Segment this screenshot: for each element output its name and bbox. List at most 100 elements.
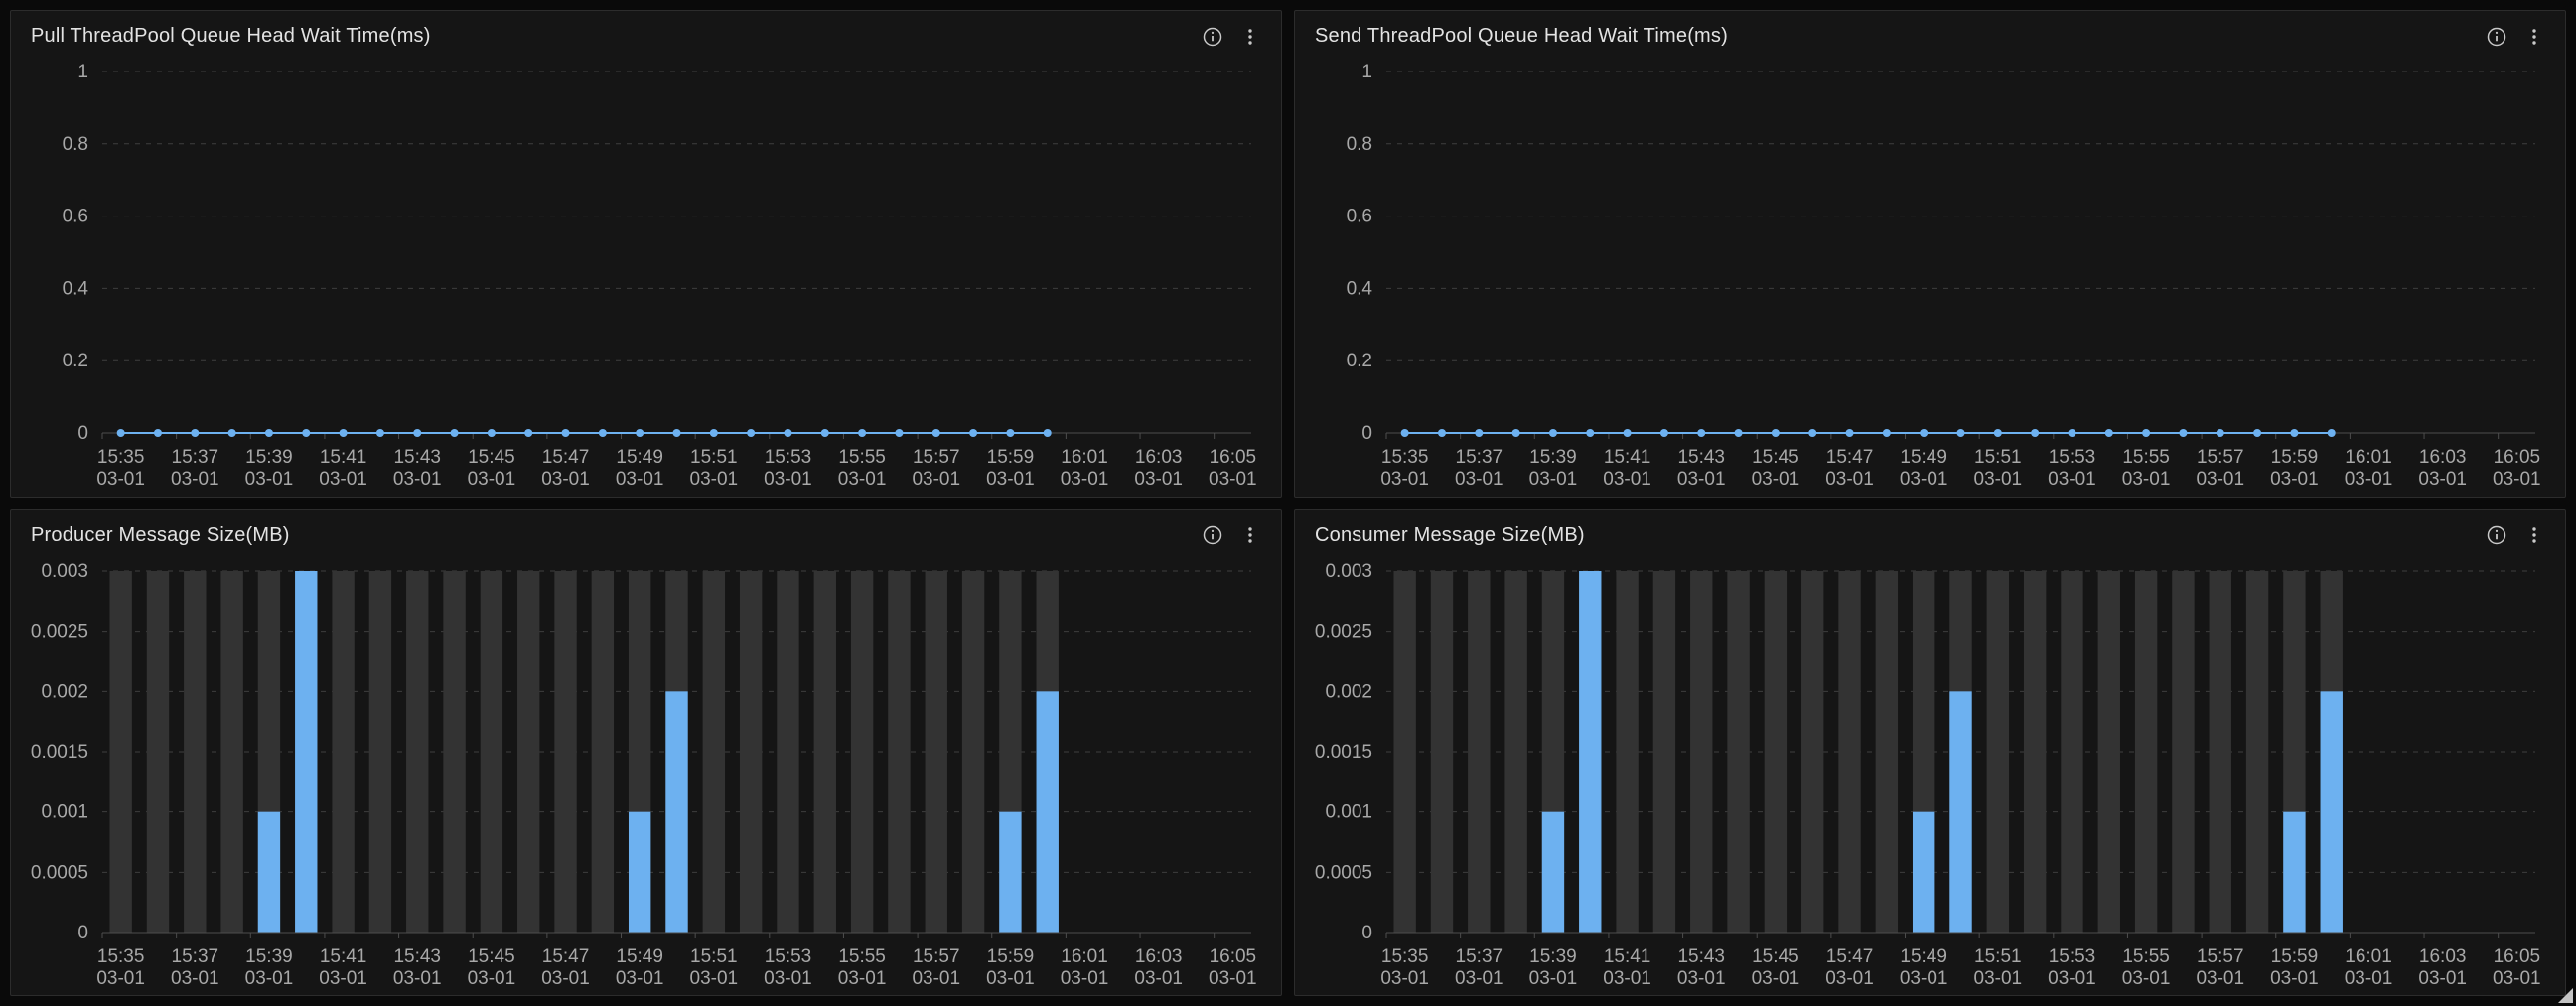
svg-text:03-01: 03-01 <box>1209 968 1257 989</box>
svg-text:03-01: 03-01 <box>1603 469 1651 490</box>
svg-text:03-01: 03-01 <box>986 968 1035 989</box>
svg-text:03-01: 03-01 <box>2048 469 2096 490</box>
panel-header: Producer Message Size(MB) <box>11 510 1281 549</box>
svg-text:15:35: 15:35 <box>97 447 145 468</box>
send-threadpool-wait-time-line-chart[interactable]: 0 0.2 0.4 0.6 0.8 1 15:35 03-01 15:37 03-01 15:39 0… <box>1295 50 2565 497</box>
svg-text:03-01: 03-01 <box>1677 968 1726 989</box>
svg-text:15:49: 15:49 <box>616 946 663 967</box>
producer-message-size-bar-chart[interactable]: 0 0.0005 0.001 0.0015 0.002 0.0025 0.003 15:35 0… <box>11 549 1281 996</box>
svg-text:15:45: 15:45 <box>468 447 515 468</box>
svg-text:03-01: 03-01 <box>764 469 812 490</box>
svg-text:1: 1 <box>77 62 88 82</box>
svg-text:0.4: 0.4 <box>63 278 89 299</box>
svg-text:15:43: 15:43 <box>393 946 441 967</box>
info-icon[interactable] <box>1202 26 1223 48</box>
svg-text:15:39: 15:39 <box>245 946 293 967</box>
svg-text:03-01: 03-01 <box>1900 469 1948 490</box>
svg-text:0: 0 <box>1361 423 1372 444</box>
pull-threadpool-wait-time-line-chart[interactable]: 0 0.2 0.4 0.6 0.8 1 15:35 03-01 15:37 03-01 15:39 0… <box>11 50 1281 497</box>
svg-text:0.6: 0.6 <box>1347 207 1372 227</box>
svg-text:16:05: 16:05 <box>1210 946 1257 967</box>
svg-text:03-01: 03-01 <box>1061 968 1109 989</box>
svg-text:0.0005: 0.0005 <box>1315 862 1372 883</box>
svg-text:03-01: 03-01 <box>912 469 960 490</box>
svg-text:15:43: 15:43 <box>1677 946 1725 967</box>
kebab-menu-icon[interactable] <box>1239 524 1261 546</box>
svg-text:0.002: 0.002 <box>1325 681 1372 702</box>
svg-text:16:03: 16:03 <box>1135 447 1183 468</box>
svg-text:03-01: 03-01 <box>1752 968 1800 989</box>
svg-text:03-01: 03-01 <box>2418 968 2467 989</box>
panel-actions <box>2486 26 2545 48</box>
panel-title: Producer Message Size(MB) <box>31 523 290 546</box>
panel-actions <box>2486 524 2545 546</box>
svg-text:03-01: 03-01 <box>1974 968 2023 989</box>
svg-text:03-01: 03-01 <box>319 968 367 989</box>
panel-header: Pull ThreadPool Queue Head Wait Time(ms) <box>11 11 1281 50</box>
svg-text:03-01: 03-01 <box>171 968 219 989</box>
svg-text:03-01: 03-01 <box>541 968 590 989</box>
svg-text:03-01: 03-01 <box>171 469 219 490</box>
svg-text:0.0025: 0.0025 <box>1315 621 1372 642</box>
svg-text:0.003: 0.003 <box>41 561 88 582</box>
svg-text:15:35: 15:35 <box>1381 447 1429 468</box>
svg-text:15:59: 15:59 <box>987 946 1035 967</box>
svg-text:0.4: 0.4 <box>1347 278 1373 299</box>
svg-text:16:01: 16:01 <box>1061 447 1108 468</box>
svg-text:15:53: 15:53 <box>2049 946 2096 967</box>
svg-text:03-01: 03-01 <box>2048 968 2096 989</box>
svg-text:03-01: 03-01 <box>986 469 1035 490</box>
panel-title: Send ThreadPool Queue Head Wait Time(ms) <box>1315 25 1728 47</box>
svg-text:15:51: 15:51 <box>1974 447 2022 468</box>
kebab-menu-icon[interactable] <box>2523 524 2545 546</box>
svg-text:15:45: 15:45 <box>468 946 515 967</box>
svg-text:16:01: 16:01 <box>1061 946 1108 967</box>
svg-text:03-01: 03-01 <box>541 469 590 490</box>
kebab-menu-icon[interactable] <box>1239 26 1261 48</box>
svg-text:03-01: 03-01 <box>838 968 887 989</box>
info-icon[interactable] <box>2486 26 2507 48</box>
panel-actions <box>1202 524 1261 546</box>
svg-text:15:49: 15:49 <box>1900 946 1947 967</box>
svg-text:03-01: 03-01 <box>468 968 516 989</box>
svg-text:15:55: 15:55 <box>838 946 886 967</box>
svg-text:15:45: 15:45 <box>1752 946 1799 967</box>
svg-text:03-01: 03-01 <box>2493 968 2541 989</box>
svg-text:03-01: 03-01 <box>764 968 812 989</box>
svg-text:03-01: 03-01 <box>468 469 516 490</box>
svg-text:16:03: 16:03 <box>2419 946 2467 967</box>
svg-text:16:03: 16:03 <box>2419 447 2467 468</box>
svg-text:15:59: 15:59 <box>2271 946 2319 967</box>
svg-text:0.003: 0.003 <box>1325 561 1372 582</box>
svg-text:03-01: 03-01 <box>1825 469 1874 490</box>
svg-text:03-01: 03-01 <box>2196 968 2244 989</box>
svg-text:0.2: 0.2 <box>63 351 88 371</box>
svg-text:03-01: 03-01 <box>912 968 960 989</box>
svg-text:0.001: 0.001 <box>41 801 88 822</box>
svg-text:03-01: 03-01 <box>616 469 664 490</box>
panel-producer-message-size: Producer Message Size(MB) 0 0.0005 0.001 0.… <box>10 508 1282 996</box>
svg-text:03-01: 03-01 <box>1455 469 1503 490</box>
kebab-menu-icon[interactable] <box>2523 26 2545 48</box>
svg-text:03-01: 03-01 <box>1455 968 1503 989</box>
svg-text:16:05: 16:05 <box>2494 447 2541 468</box>
svg-text:15:47: 15:47 <box>1826 946 1874 967</box>
svg-text:16:01: 16:01 <box>2345 946 2392 967</box>
svg-text:15:53: 15:53 <box>765 447 812 468</box>
panel-consumer-message-size: Consumer Message Size(MB) 0 0.0005 0.001 0.… <box>1294 508 2566 996</box>
svg-text:15:47: 15:47 <box>542 946 590 967</box>
svg-text:15:49: 15:49 <box>1900 447 1947 468</box>
svg-text:15:59: 15:59 <box>2271 447 2319 468</box>
svg-text:03-01: 03-01 <box>393 469 442 490</box>
svg-text:16:05: 16:05 <box>2494 946 2541 967</box>
info-icon[interactable] <box>2486 524 2507 546</box>
svg-text:15:39: 15:39 <box>1529 946 1577 967</box>
svg-text:15:57: 15:57 <box>913 447 960 468</box>
info-icon[interactable] <box>1202 524 1223 546</box>
svg-text:03-01: 03-01 <box>1061 469 1109 490</box>
svg-text:03-01: 03-01 <box>690 968 739 989</box>
svg-text:15:57: 15:57 <box>2197 447 2244 468</box>
resize-handle[interactable] <box>2558 988 2573 1003</box>
consumer-message-size-bar-chart[interactable]: 0 0.0005 0.001 0.0015 0.002 0.0025 0.003 15:35 0… <box>1295 549 2565 996</box>
